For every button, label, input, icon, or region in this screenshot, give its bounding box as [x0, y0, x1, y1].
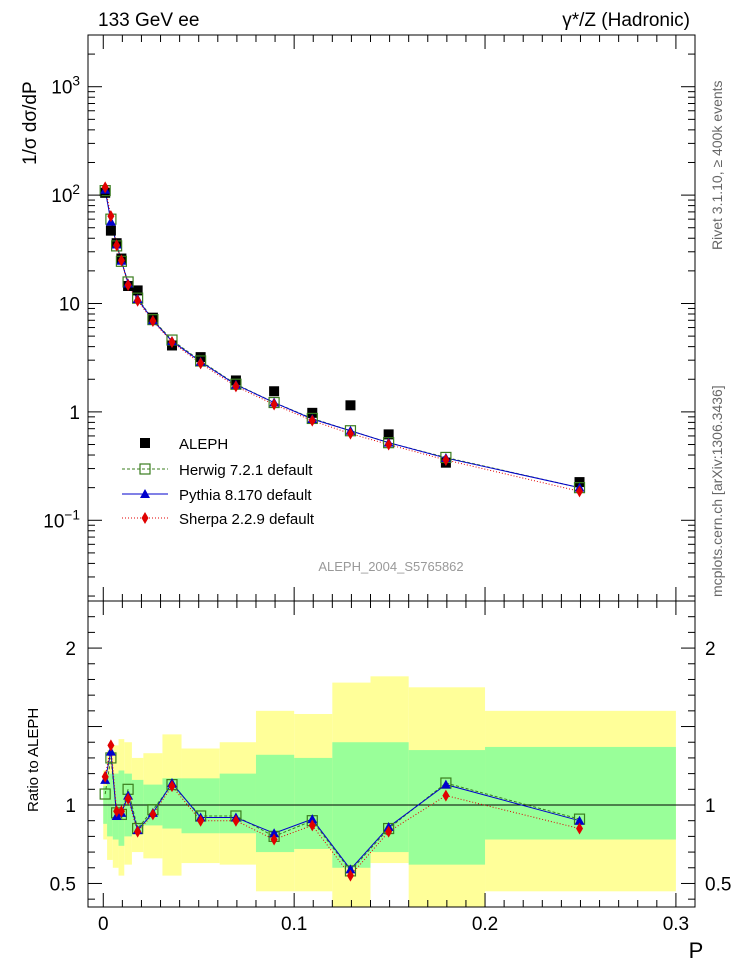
ratio-plot-frame	[87, 600, 696, 908]
legend-marker-herwig	[139, 463, 151, 475]
ratio-band-inner	[294, 757, 333, 849]
sherpa-point	[149, 314, 157, 327]
ratio-y-tick-label-right: 1	[705, 796, 716, 817]
pythia-ratio-point	[440, 779, 451, 789]
pythia-line	[104, 189, 580, 489]
pythia-ratio-point	[345, 864, 356, 874]
sherpa-ratio-point	[385, 825, 393, 838]
data-point	[105, 225, 116, 236]
sherpa-ratio-point	[113, 805, 121, 818]
data-point	[269, 386, 280, 397]
x-tick-label: 0.2	[472, 914, 498, 935]
process-label: γ*/Z (Hadronic)	[562, 10, 690, 31]
ratio-y-tick-label-left: 0.5	[50, 874, 76, 895]
data-point	[383, 429, 394, 440]
legend-marker-pythia	[140, 489, 150, 498]
sherpa-ratio-point	[117, 805, 125, 818]
sherpa-ratio-point	[168, 780, 176, 793]
sherpa-ratio-point	[576, 822, 584, 835]
x-axis-label: P	[689, 938, 704, 963]
legend-label-pythia: Pythia 8.170 default	[179, 487, 312, 504]
x-tick-label: 0.3	[663, 914, 689, 935]
sherpa-point	[232, 380, 240, 393]
data-point	[345, 400, 356, 411]
sherpa-ratio-point	[270, 833, 278, 846]
ratio-y-tick-label-left: 1	[65, 796, 76, 817]
main-y-tick-label: 10	[59, 294, 80, 315]
herwig-line	[104, 190, 580, 489]
rivet-version-label: Rivet 3.1.10, ≥ 400k events	[709, 80, 725, 250]
sherpa-point	[442, 453, 450, 466]
x-tick-label: 0.1	[281, 914, 307, 935]
ratio-y-tick-label-left: 2	[65, 639, 76, 660]
pythia-ratio-point	[307, 814, 318, 824]
sherpa-ratio-point	[308, 819, 316, 832]
sherpa-point	[346, 427, 354, 440]
sherpa-ratio-point	[197, 814, 205, 827]
main-y-tick-label: 1	[69, 403, 80, 424]
ratio-plot-series	[99, 739, 586, 882]
sherpa-ratio-point	[134, 825, 142, 838]
energy-label: 133 GeV ee	[98, 10, 199, 31]
sherpa-point	[270, 398, 278, 411]
sherpa-point	[117, 254, 125, 267]
sherpa-ratio-point	[107, 739, 115, 752]
legend-label-sherpa: Sherpa 2.2.9 default	[179, 511, 315, 528]
legend: ALEPH Herwig 7.2.1 default Pythia 8.170 de…	[122, 436, 315, 528]
legend-marker-sherpa	[141, 512, 149, 524]
x-tick-label: 0	[98, 914, 109, 935]
pythia-ratio-point	[269, 828, 280, 838]
main-y-tick-label: 10−1	[43, 507, 80, 532]
sherpa-point	[113, 239, 121, 252]
main-y-tick-label: 102	[51, 182, 80, 207]
sherpa-point	[576, 485, 584, 498]
sherpa-point	[308, 414, 316, 427]
pythia-ratio-point	[574, 815, 585, 825]
main-y-tick-label: 103	[51, 74, 80, 99]
analysis-watermark: ALEPH_2004_S5765862	[318, 559, 463, 574]
sherpa-point	[124, 279, 132, 292]
mcplots-label: mcplots.cern.ch [arXiv:1306.3436]	[709, 385, 725, 597]
sherpa-ratio-point	[101, 770, 109, 783]
sherpa-ratio-point	[346, 869, 354, 882]
ratio-y-tick-label-right: 2	[705, 639, 716, 660]
data-point	[307, 407, 318, 418]
sherpa-ratio-point	[124, 792, 132, 805]
ratio-y-axis-label: Ratio to ALEPH	[25, 708, 42, 812]
sherpa-line	[104, 187, 580, 492]
main-y-axis-label: 1/σ dσ/dP	[20, 81, 41, 165]
ratio-y-tick-label-right: 0.5	[705, 874, 731, 895]
legend-marker-data	[140, 438, 150, 448]
sherpa-point	[134, 294, 142, 307]
sherpa-point	[197, 357, 205, 370]
herwig-ratio-point	[99, 788, 111, 800]
ratio-band-inner	[131, 779, 144, 832]
sherpa-ratio-point	[149, 808, 157, 821]
sherpa-ratio-point	[442, 789, 450, 802]
sherpa-point	[107, 210, 115, 223]
ratio-band-inner	[408, 750, 486, 865]
sherpa-point	[101, 181, 109, 194]
sherpa-point	[385, 438, 393, 451]
sherpa-point	[168, 336, 176, 349]
ratio-uncertainty-bands	[103, 676, 676, 907]
sherpa-ratio-point	[232, 814, 240, 827]
ratio-band-inner	[219, 773, 256, 834]
legend-label-data: ALEPH	[179, 436, 228, 453]
main-plot-series	[99, 181, 586, 498]
data-point	[132, 285, 143, 296]
legend-label-herwig: Herwig 7.2.1 default	[179, 462, 313, 479]
